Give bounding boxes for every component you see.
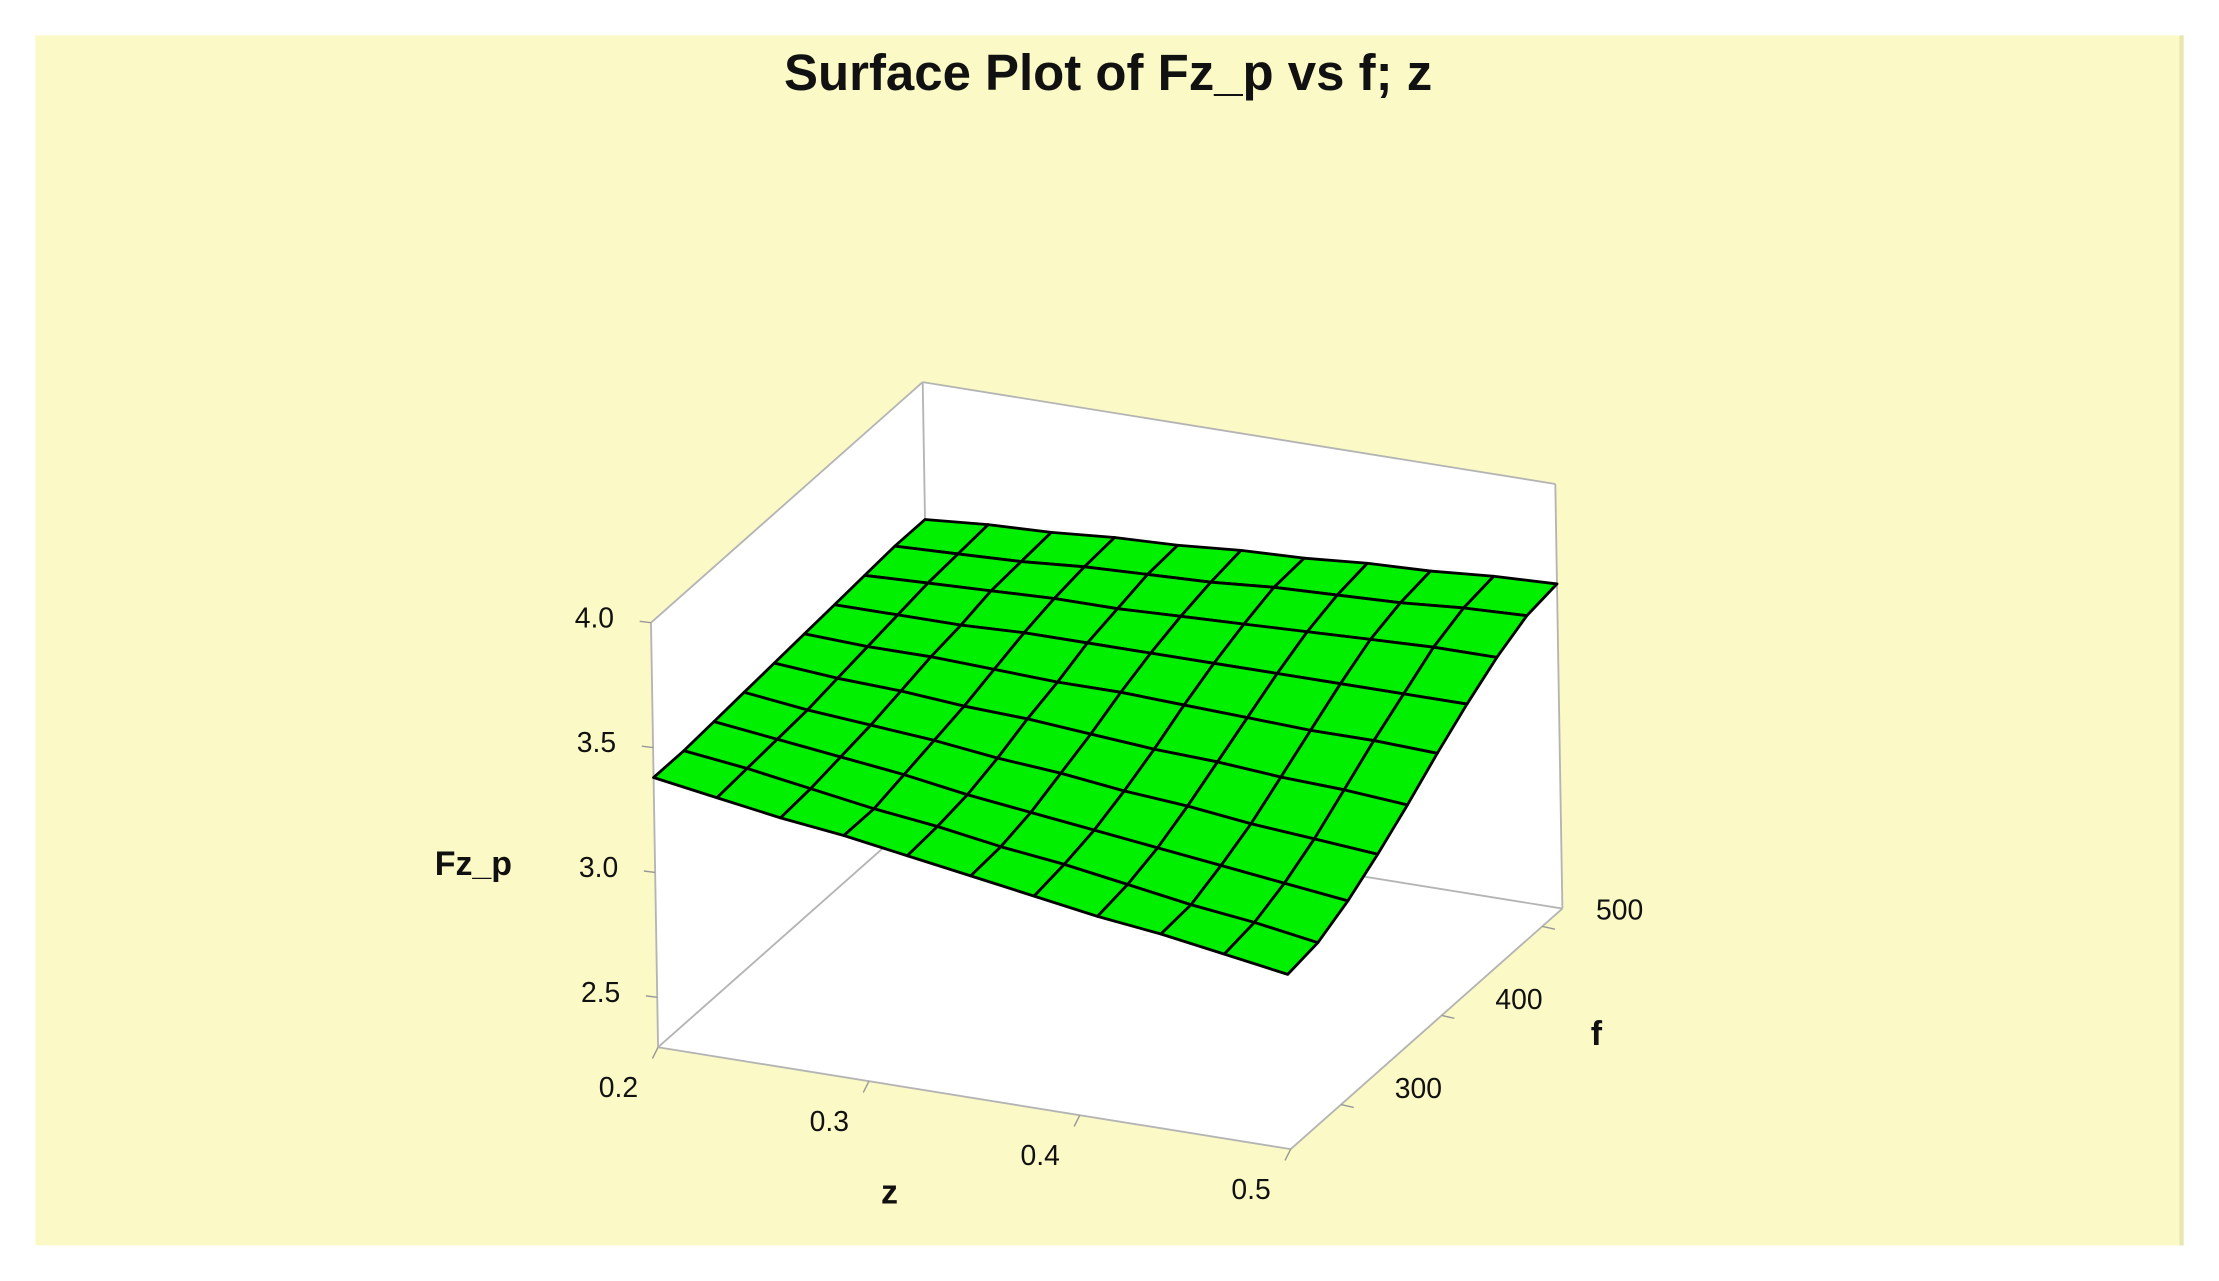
z-tick-label: 3.0 bbox=[579, 851, 618, 883]
x-tick bbox=[1284, 1148, 1292, 1161]
z-tick bbox=[639, 620, 652, 624]
x-tick bbox=[1073, 1114, 1081, 1127]
chart-title: Surface Plot of Fz_p vs f; z bbox=[784, 44, 1432, 101]
y-tick bbox=[1340, 1103, 1354, 1109]
box-edge bbox=[1290, 907, 1563, 1150]
y-tick-label: 400 bbox=[1495, 983, 1542, 1015]
y-tick-label: 500 bbox=[1596, 894, 1643, 926]
box-edge bbox=[922, 381, 1556, 485]
box-edge bbox=[1554, 483, 1564, 909]
y-tick bbox=[1542, 925, 1556, 930]
z-tick-label: 2.5 bbox=[581, 976, 620, 1008]
x-tick bbox=[651, 1046, 659, 1059]
z-tick bbox=[645, 995, 658, 999]
z-axis-title: Fz_p bbox=[435, 845, 512, 883]
z-tick bbox=[643, 870, 656, 874]
y-axis-title: f bbox=[1591, 1015, 1603, 1053]
panel-edge bbox=[2179, 35, 2184, 1246]
z-tick-label: 4.0 bbox=[575, 601, 614, 633]
plot-root: Surface Plot of Fz_p vs f; z 0.2 0.3 0.4 0.… bbox=[35, 35, 2184, 1246]
x-tick-label: 0.2 bbox=[599, 1071, 638, 1103]
box-edge bbox=[650, 622, 659, 1048]
y-tick bbox=[1441, 1014, 1455, 1020]
x-axis-title: z bbox=[881, 1173, 898, 1211]
box-edge bbox=[657, 1046, 1291, 1151]
x-tick-label: 0.3 bbox=[810, 1105, 849, 1137]
surface-cell bbox=[1222, 921, 1320, 976]
x-tick-label: 0.5 bbox=[1231, 1173, 1270, 1205]
x-tick bbox=[862, 1080, 870, 1093]
box-edge bbox=[650, 381, 924, 624]
y-tick-label: 300 bbox=[1395, 1072, 1442, 1104]
z-tick-label: 3.5 bbox=[577, 726, 616, 758]
z-tick bbox=[641, 745, 654, 749]
x-tick-label: 0.4 bbox=[1021, 1139, 1060, 1171]
